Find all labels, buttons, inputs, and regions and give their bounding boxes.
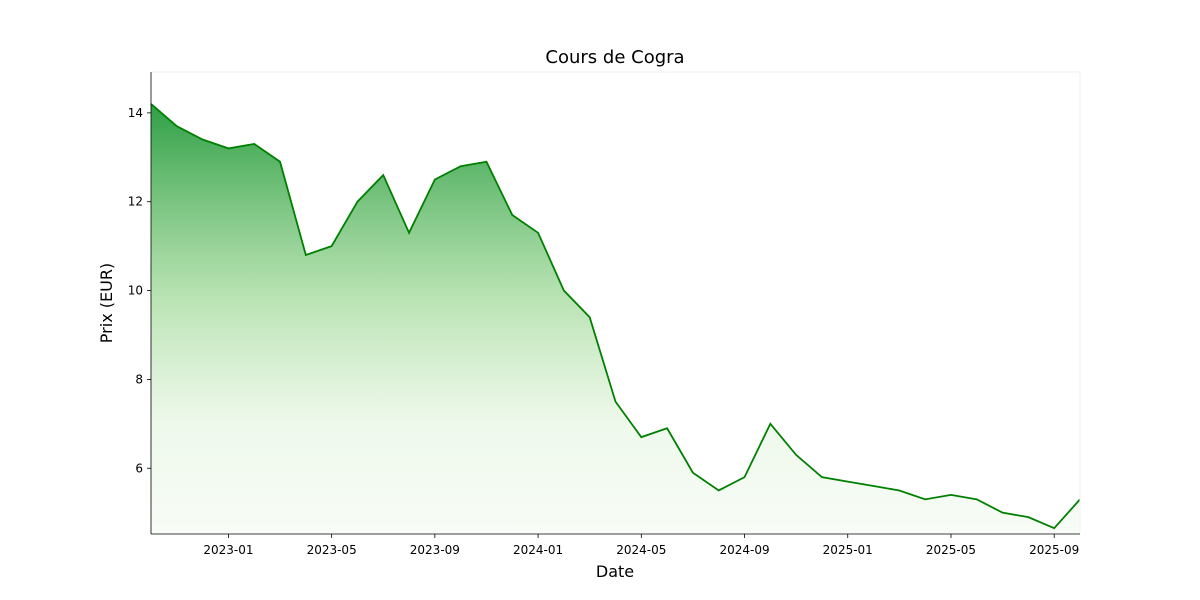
- x-tick-label: 2024-09: [719, 543, 769, 557]
- y-tick-label: 12: [128, 195, 143, 209]
- y-axis-label: Prix (EUR): [97, 263, 116, 343]
- y-tick-label: 14: [128, 106, 143, 120]
- y-tick-label: 10: [128, 284, 143, 298]
- x-tick-label: 2023-09: [410, 543, 460, 557]
- x-tick-label: 2023-05: [307, 543, 357, 557]
- x-tick-label: 2025-01: [823, 543, 873, 557]
- x-tick-label: 2024-01: [513, 543, 563, 557]
- x-tick-label: 2025-09: [1029, 543, 1079, 557]
- chart-title: Cours de Cogra: [545, 47, 684, 68]
- x-tick-label: 2025-05: [926, 543, 976, 557]
- y-tick-label: 6: [135, 461, 143, 475]
- x-tick-label: 2024-05: [616, 543, 666, 557]
- x-axis-label: Date: [596, 562, 634, 581]
- y-tick-label: 8: [135, 372, 143, 386]
- x-tick-label: 2023-01: [203, 543, 253, 557]
- area-fill: [151, 103, 1080, 534]
- price-line: [150, 103, 1081, 530]
